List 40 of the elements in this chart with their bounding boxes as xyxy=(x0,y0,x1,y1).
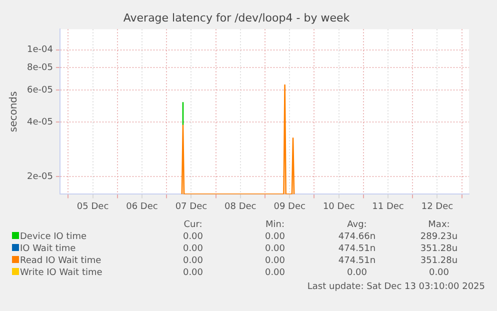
y-axis-title: seconds xyxy=(8,91,20,132)
text: 289.23u xyxy=(419,231,459,243)
text: 0.00 xyxy=(264,267,286,279)
text: Avg: xyxy=(346,219,368,231)
text: 0.00 xyxy=(428,267,450,279)
text: 351.28u xyxy=(419,243,459,255)
text: 0.00 xyxy=(264,231,286,243)
x-tick-label: 07 Dec xyxy=(175,202,208,212)
x-tick-label: 11 Dec xyxy=(372,202,404,212)
legend-label: Device IO time xyxy=(19,231,88,243)
text: Min: xyxy=(264,219,286,231)
x-tick-label: 08 Dec xyxy=(224,202,256,212)
y-tick-label: 1e-04 xyxy=(26,45,54,56)
chart-title: Average latency for /dev/loop4 - by week xyxy=(123,11,350,24)
text: 474.51n xyxy=(337,243,377,255)
text: 0.00 xyxy=(182,255,204,267)
legend-label: IO Wait time xyxy=(19,243,77,255)
x-tick-label: 06 Dec xyxy=(126,202,158,212)
text: Max: xyxy=(427,219,451,231)
x-tick-label: 10 Dec xyxy=(322,202,355,212)
y-tick-label: 2e-05 xyxy=(26,172,53,182)
text: 474.66n xyxy=(337,231,377,243)
text: Cur: xyxy=(182,219,204,231)
x-tick-label: 09 Dec xyxy=(274,202,306,212)
y-tick-label: 6e-05 xyxy=(26,85,53,96)
legend-label: Read IO Wait time xyxy=(19,255,102,267)
text: 351.28u xyxy=(419,255,459,267)
x-tick-label: 12 Dec xyxy=(421,202,454,212)
text: 0.00 xyxy=(264,243,286,255)
text: 0.00 xyxy=(182,267,204,279)
x-tick-label: 05 Dec xyxy=(76,202,109,212)
text: 474.51n xyxy=(337,255,377,267)
text: 0.00 xyxy=(182,231,204,243)
legend-label: Write IO Wait time xyxy=(19,267,104,279)
y-tick-label: 4e-05 xyxy=(26,117,53,128)
text: Last update: Sat Dec 13 03:10:00 2025 xyxy=(307,282,485,292)
text: 0.00 xyxy=(264,255,286,267)
y-tick-label: 8e-05 xyxy=(26,62,53,73)
text: 0.00 xyxy=(346,267,368,279)
text: 0.00 xyxy=(182,243,204,255)
